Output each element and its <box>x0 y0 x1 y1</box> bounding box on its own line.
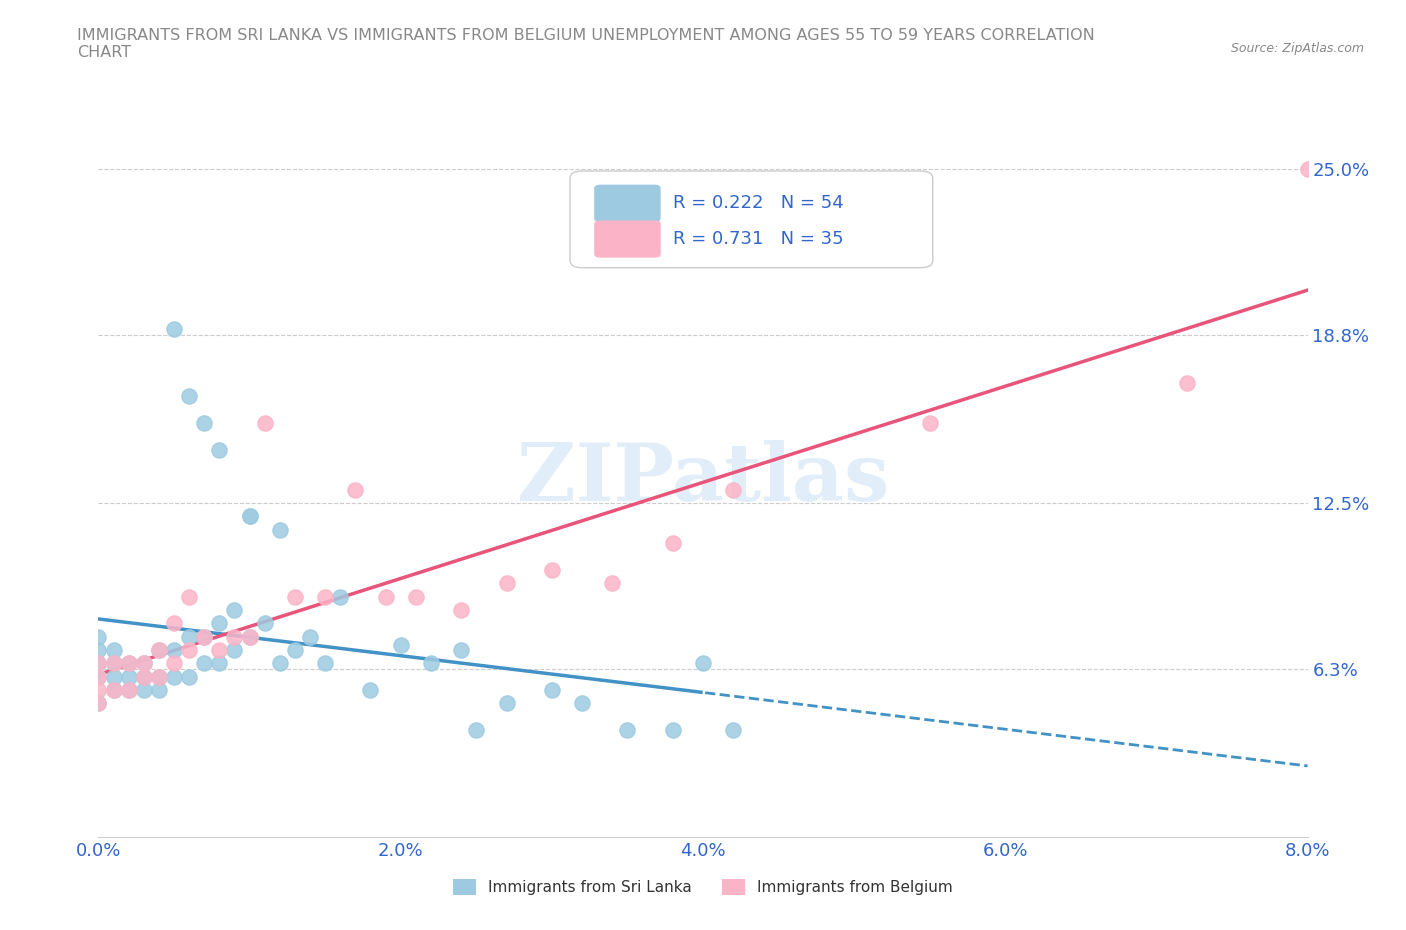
Text: R = 0.731   N = 35: R = 0.731 N = 35 <box>673 230 844 248</box>
Point <box>239 509 262 524</box>
Point <box>193 630 215 644</box>
Point <box>118 656 141 671</box>
Legend: Immigrants from Sri Lanka, Immigrants from Belgium: Immigrants from Sri Lanka, Immigrants fr… <box>447 872 959 901</box>
Point <box>163 656 186 671</box>
Point <box>103 683 125 698</box>
Point <box>329 589 352 604</box>
Point <box>163 616 186 631</box>
Point <box>163 322 186 337</box>
Point <box>360 683 382 698</box>
Point <box>193 416 215 431</box>
Point <box>179 589 201 604</box>
Point <box>87 656 110 671</box>
Point <box>692 656 714 671</box>
Point <box>723 482 745 497</box>
Point <box>571 696 593 711</box>
Point <box>540 563 562 578</box>
Point <box>284 643 307 658</box>
Point <box>661 536 683 551</box>
Point <box>148 643 170 658</box>
Point <box>616 723 638 737</box>
Point <box>208 442 231 457</box>
Point <box>103 683 125 698</box>
Point <box>148 683 170 698</box>
Point <box>179 670 201 684</box>
Point <box>208 656 231 671</box>
Point <box>132 670 155 684</box>
Point <box>103 670 125 684</box>
Point <box>269 523 291 538</box>
Point <box>118 670 141 684</box>
Text: IMMIGRANTS FROM SRI LANKA VS IMMIGRANTS FROM BELGIUM UNEMPLOYMENT AMONG AGES 55 : IMMIGRANTS FROM SRI LANKA VS IMMIGRANTS … <box>77 28 1095 60</box>
Point <box>103 656 125 671</box>
Point <box>253 616 276 631</box>
Point <box>103 643 125 658</box>
Point <box>465 723 488 737</box>
Point <box>495 696 517 711</box>
Point <box>224 643 246 658</box>
Point <box>87 683 110 698</box>
Point <box>87 696 110 711</box>
Point <box>405 589 427 604</box>
Point <box>224 603 246 618</box>
Point <box>269 656 291 671</box>
Point <box>148 670 170 684</box>
Point <box>239 509 262 524</box>
Point <box>602 576 624 591</box>
Point <box>450 643 472 658</box>
Point <box>87 656 110 671</box>
Point <box>389 637 412 652</box>
Point <box>163 643 186 658</box>
Point <box>450 603 472 618</box>
Point <box>87 643 110 658</box>
Point <box>253 416 276 431</box>
Point <box>132 656 155 671</box>
FancyBboxPatch shape <box>595 220 661 258</box>
Point <box>148 643 170 658</box>
FancyBboxPatch shape <box>569 171 932 268</box>
Point <box>284 589 307 604</box>
Point <box>148 670 170 684</box>
Point <box>179 643 201 658</box>
Text: ZIPatlas: ZIPatlas <box>517 440 889 518</box>
Point <box>1175 376 1198 391</box>
Point <box>374 589 396 604</box>
Point <box>118 656 141 671</box>
Point <box>193 630 215 644</box>
Point <box>661 723 683 737</box>
Point <box>224 630 246 644</box>
Point <box>179 630 201 644</box>
Point <box>299 630 322 644</box>
Point <box>344 482 367 497</box>
Point <box>179 389 201 404</box>
Point <box>314 589 336 604</box>
Point <box>918 416 941 431</box>
Point <box>87 670 110 684</box>
Point <box>723 723 745 737</box>
Point <box>239 630 262 644</box>
Point <box>420 656 443 671</box>
Point <box>1296 162 1319 177</box>
FancyBboxPatch shape <box>595 185 661 222</box>
Point <box>87 630 110 644</box>
Text: R = 0.222   N = 54: R = 0.222 N = 54 <box>673 194 844 212</box>
Point <box>132 683 155 698</box>
Point <box>163 670 186 684</box>
Text: Source: ZipAtlas.com: Source: ZipAtlas.com <box>1230 42 1364 55</box>
Point <box>540 683 562 698</box>
Point <box>208 643 231 658</box>
Point <box>495 576 517 591</box>
Point <box>132 656 155 671</box>
Point <box>208 616 231 631</box>
Point <box>314 656 336 671</box>
Point <box>132 670 155 684</box>
Point <box>87 670 110 684</box>
Point <box>193 656 215 671</box>
Point <box>87 696 110 711</box>
Point <box>239 630 262 644</box>
Point <box>118 683 141 698</box>
Point <box>118 683 141 698</box>
Point <box>103 656 125 671</box>
